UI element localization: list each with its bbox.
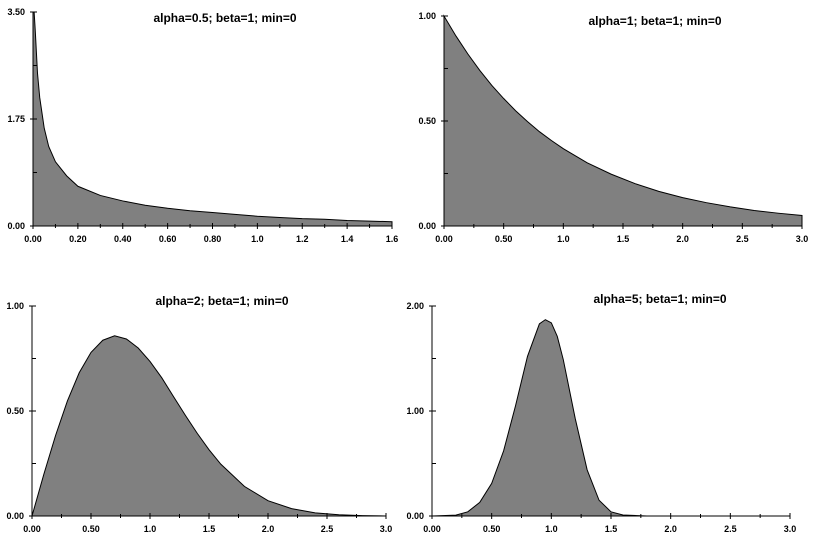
x-tick-label: 2.0 <box>676 234 689 244</box>
x-tick-label: 1.0 <box>251 234 264 244</box>
chart-panel-3: 0.00 0.50 1.00 0.00 0.50 1.0 1.5 2.0 2.5 3.0 alpha… <box>6 294 392 534</box>
y-tick-label: 0.50 <box>6 406 24 416</box>
x-tick-label: 1.5 <box>605 524 618 534</box>
chart-panel-4: 0.00 1.00 2.00 0.00 0.50 1.0 1.5 2.0 2.5 3.0 alpha… <box>406 292 796 534</box>
x-tick-label: 0.50 <box>82 524 100 534</box>
y-tick-label: 0.50 <box>418 116 436 126</box>
x-tick-label: 2.0 <box>262 524 275 534</box>
x-tick-label: 0.50 <box>495 234 513 244</box>
x-tick-label: 0.00 <box>23 524 41 534</box>
x-tick-label: 2.5 <box>321 524 334 534</box>
x-tick-label: 2.5 <box>724 524 737 534</box>
y-tick-label: 1.75 <box>7 114 25 124</box>
density-area-1-1 <box>32 11 393 227</box>
density-area-2-1 <box>443 14 803 227</box>
x-tick-label: 1.5 <box>617 234 630 244</box>
x-tick-label: 0.20 <box>69 234 87 244</box>
chart-title: alpha=2; beta=1; min=0 <box>155 294 288 308</box>
x-tick-label: 0.00 <box>423 524 441 534</box>
x-tick-label: 1.4 <box>341 234 354 244</box>
y-tick-label: 1.00 <box>6 301 24 311</box>
x-tick-label: 1.2 <box>296 234 309 244</box>
chart-title: alpha=5; beta=1; min=0 <box>593 292 726 306</box>
x-tick-label: 0.80 <box>204 234 222 244</box>
y-tick-label: 2.00 <box>406 301 424 311</box>
x-tick-label: 0.60 <box>159 234 177 244</box>
y-tick-label: 0.00 <box>418 221 436 231</box>
y-tick-label: 3.50 <box>7 7 25 17</box>
chart-panel-2: 0.00 0.50 1.00 0.00 0.50 1.0 1.5 2.0 2.5 3.0 alpha… <box>418 11 808 244</box>
chart-panel-1: 0.00 1.75 3.50 0.00 0.20 0.40 0.60 0.80 1.0 1.2 1.… <box>7 7 398 244</box>
y-tick-label: 0.00 <box>7 221 25 231</box>
x-tick-label: 1.6 <box>386 234 399 244</box>
chart-title: alpha=1; beta=1; min=0 <box>588 14 721 28</box>
y-tick-label: 0.00 <box>406 511 424 521</box>
y-tick-label: 1.00 <box>418 11 436 21</box>
x-tick-label: 2.0 <box>664 524 677 534</box>
x-tick-label: 0.00 <box>435 234 453 244</box>
x-tick-label: 0.50 <box>483 524 501 534</box>
x-tick-label: 3.0 <box>380 524 393 534</box>
x-tick-label: 1.0 <box>557 234 570 244</box>
y-tick-label: 1.00 <box>406 406 424 416</box>
x-tick-label: 1.0 <box>144 524 157 534</box>
x-tick-label: 0.00 <box>24 234 42 244</box>
x-tick-label: 3.0 <box>796 234 809 244</box>
density-area-4-1 <box>431 319 790 517</box>
y-tick-label: 0.00 <box>6 511 24 521</box>
x-tick-label: 1.5 <box>203 524 216 534</box>
chart-title: alpha=0.5; beta=1; min=0 <box>153 11 296 25</box>
density-area-3-1 <box>31 335 387 517</box>
x-tick-label: 2.5 <box>736 234 749 244</box>
x-tick-label: 3.0 <box>784 524 797 534</box>
x-tick-label: 1.0 <box>545 524 558 534</box>
x-tick-label: 0.40 <box>114 234 132 244</box>
